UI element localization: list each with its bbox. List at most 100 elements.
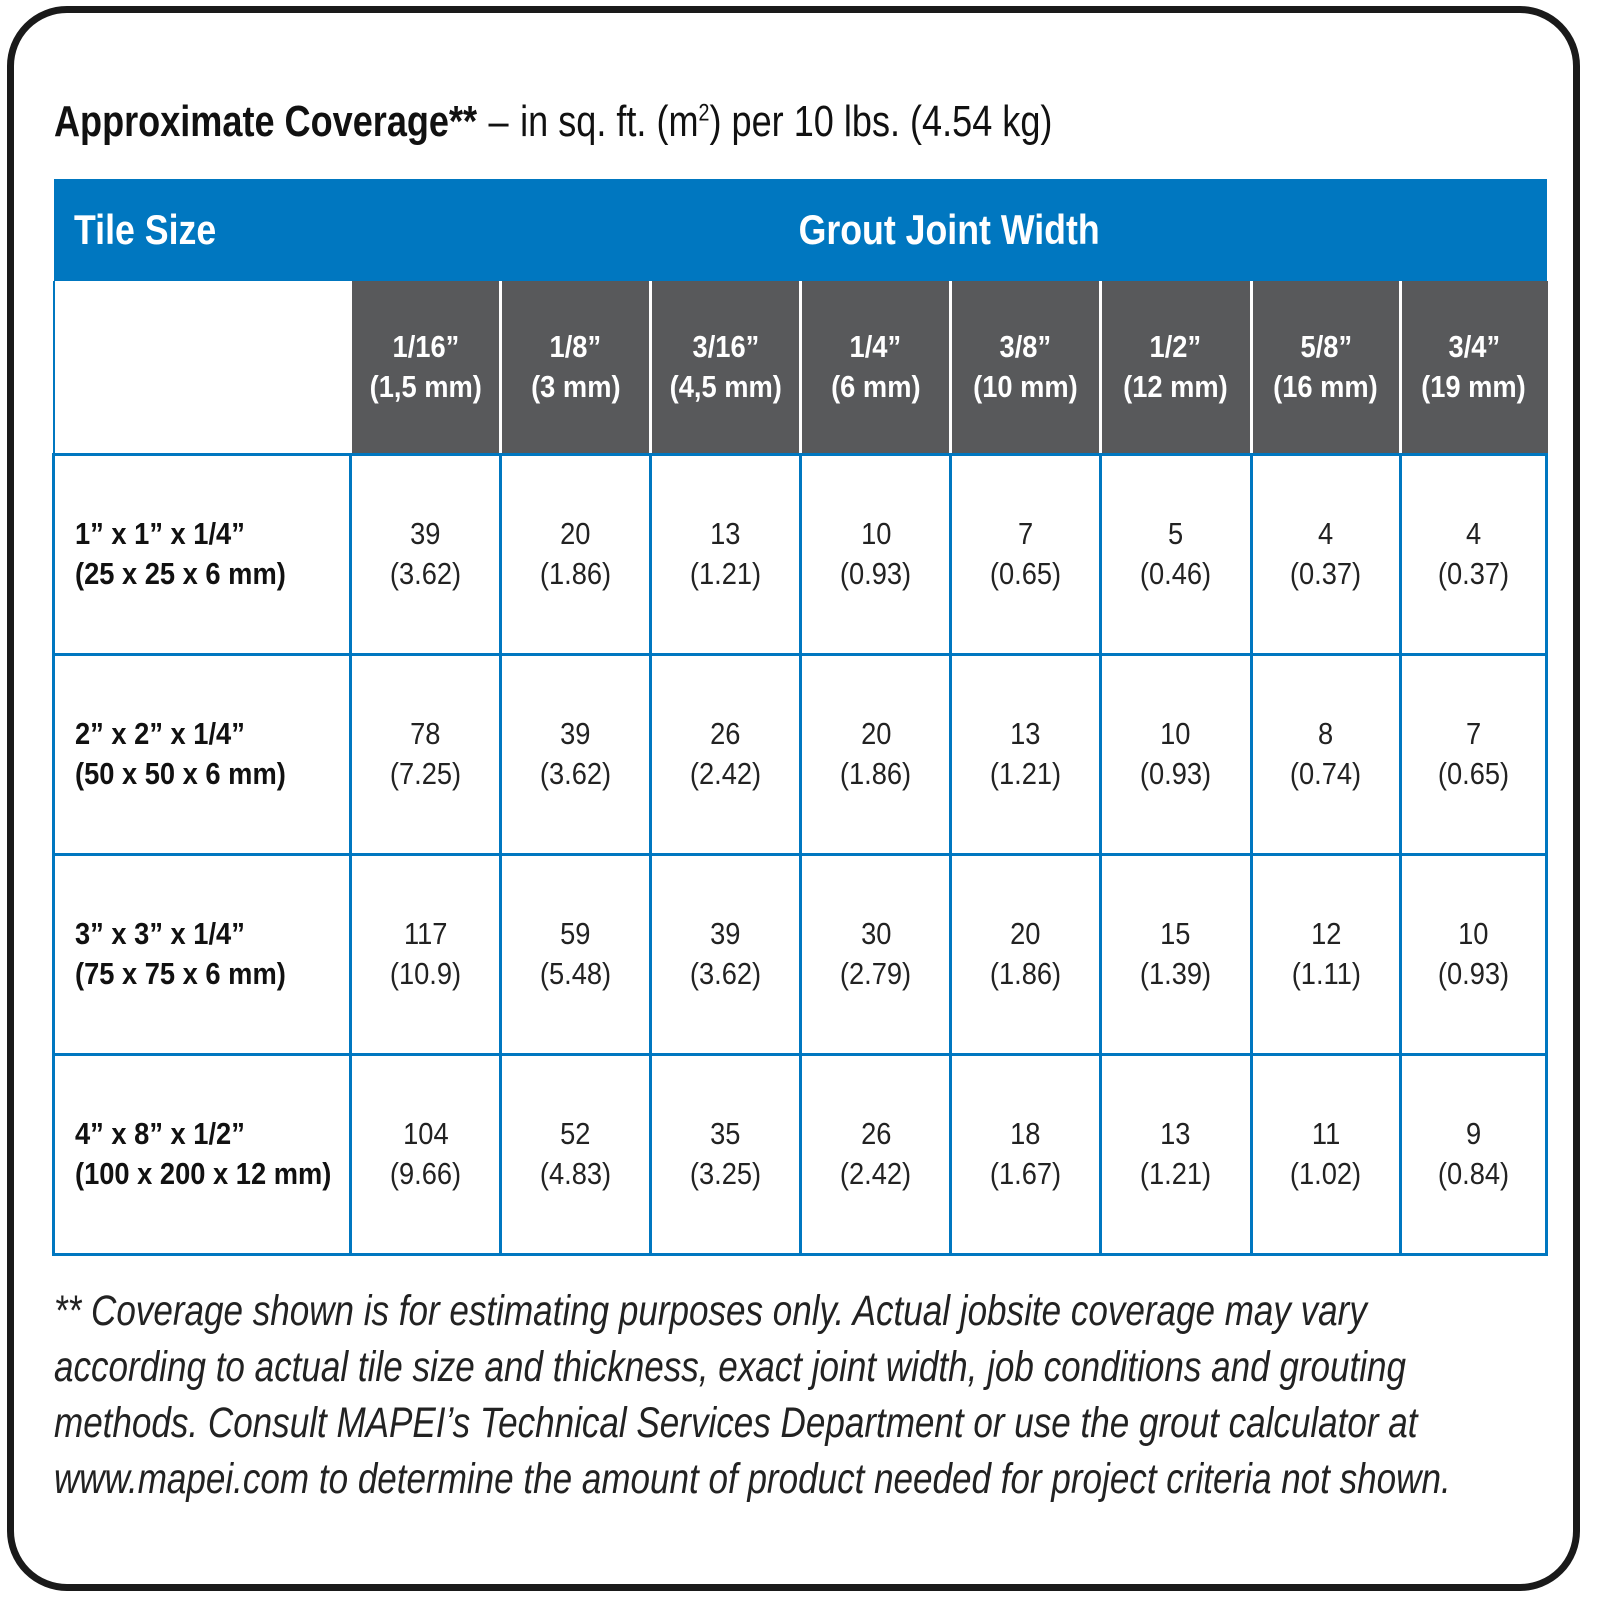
column-header-mm: (4,5 mm) [669, 368, 782, 404]
coverage-m2: (1.21) [689, 556, 762, 591]
coverage-cell: 26 (2.42) [799, 1052, 953, 1256]
footnote-line-4: www.mapei.com to determine the amount of… [54, 1455, 1451, 1503]
table-banner: Tile Size Grout Joint Width [53, 179, 1547, 281]
column-header-in: 1/16” [392, 328, 460, 364]
coverage-sqft: 39 [410, 516, 441, 551]
table-row: 4” x 8” x 1/2” (100 x 200 x 12 mm) 104 (9.6… [51, 1052, 1548, 1256]
coverage-m2: (1.11) [1291, 956, 1361, 991]
coverage-m2: (1.21) [989, 756, 1062, 791]
coverage-table: Tile Size Grout Joint Width 1/16” (1,5 mm… [51, 179, 1548, 1256]
coverage-m2: (2.79) [840, 956, 912, 991]
tile-size-in: 3” x 3” x 1/4” [75, 916, 245, 951]
coverage-sqft: 13 [1160, 1116, 1191, 1151]
coverage-sqft: 26 [710, 716, 741, 751]
footnote-line-2: according to actual tile size and thickn… [54, 1343, 1406, 1391]
tile-size-in: 4” x 8” x 1/2” [75, 1116, 245, 1151]
coverage-cell: 39 (3.62) [648, 852, 803, 1056]
tile-size-mm: (100 x 200 x 12 mm) [75, 1156, 332, 1191]
coverage-cell: 35 (3.25) [648, 1052, 803, 1256]
coverage-cell: 20 (1.86) [499, 452, 652, 656]
coverage-cell: 20 (1.86) [799, 652, 953, 856]
tile-size-label: 3” x 3” x 1/4” (75 x 75 x 6 mm) [51, 852, 353, 1056]
coverage-cell: 59 (5.48) [499, 852, 652, 1056]
coverage-sqft: 8 [1318, 716, 1334, 751]
column-header-mm: (16 mm) [1273, 368, 1379, 404]
coverage-m2: (3.62) [539, 756, 612, 791]
coverage-sqft: 10 [1458, 916, 1489, 951]
coverage-cell: 78 (7.25) [349, 652, 503, 856]
coverage-m2: (5.48) [539, 956, 612, 991]
coverage-m2: (0.37) [1290, 556, 1362, 591]
column-header-8: 3/4” (19 mm) [1399, 281, 1548, 456]
heading-bold: Approximate Coverage** [54, 97, 478, 146]
coverage-cell: 30 (2.79) [799, 852, 953, 1056]
column-header-mm: (6 mm) [831, 368, 921, 404]
column-header-mm: (10 mm) [973, 368, 1078, 404]
column-header-6: 1/2” (12 mm) [1098, 281, 1252, 456]
coverage-m2: (9.66) [390, 1156, 462, 1191]
coverage-m2: (1.86) [840, 756, 912, 791]
table-body: 1” x 1” x 1/4” (25 x 25 x 6 mm) 39 (3.62) 20… [51, 452, 1548, 1256]
grout-joint-width-header: Grout Joint Width [350, 179, 1547, 281]
coverage-m2: (4.83) [539, 1156, 612, 1191]
coverage-m2: (0.84) [1437, 1156, 1510, 1191]
coverage-m2: (2.42) [840, 1156, 912, 1191]
column-header-mm: (1,5 mm) [369, 368, 482, 404]
coverage-sqft: 13 [710, 516, 741, 551]
footnote-line-1: ** Coverage shown is for estimating purp… [54, 1287, 1367, 1335]
column-header-7: 5/8” (16 mm) [1249, 281, 1401, 456]
coverage-cell: 9 (0.84) [1399, 1052, 1548, 1256]
coverage-m2: (3.25) [689, 1156, 762, 1191]
coverage-cell: 4 (0.37) [1249, 452, 1403, 656]
tile-size-header: Tile Size [53, 179, 351, 281]
coverage-sqft: 59 [560, 916, 591, 951]
coverage-sqft: 12 [1310, 916, 1342, 951]
coverage-cell: 4 (0.37) [1399, 452, 1548, 656]
coverage-m2: (0.65) [989, 556, 1062, 591]
coverage-cell: 13 (1.21) [648, 452, 803, 656]
column-header-5: 3/8” (10 mm) [949, 281, 1101, 456]
tile-size-in: 1” x 1” x 1/4” [75, 516, 245, 551]
coverage-m2: (1.39) [1140, 956, 1212, 991]
table-row: 1” x 1” x 1/4” (25 x 25 x 6 mm) 39 (3.62) 20… [51, 452, 1548, 656]
column-header-1: 1/16” (1,5 mm) [349, 281, 501, 456]
coverage-m2: (10.9) [390, 956, 462, 991]
tile-size-mm: (50 x 50 x 6 mm) [75, 756, 286, 791]
coverage-sqft: 5 [1168, 516, 1184, 551]
coverage-cell: 117 (10.9) [349, 852, 503, 1056]
coverage-sqft: 30 [860, 916, 891, 951]
tile-size-in: 2” x 2” x 1/4” [75, 716, 245, 751]
coverage-cell: 39 (3.62) [349, 452, 503, 656]
coverage-cell: 5 (0.46) [1098, 452, 1253, 656]
coverage-m2: (1.02) [1290, 1156, 1362, 1191]
footnote: ** Coverage shown is for estimating purp… [54, 1283, 1488, 1507]
coverage-m2: (1.86) [989, 956, 1062, 991]
coverage-sqft: 7 [1017, 516, 1034, 551]
coverage-sqft: 20 [560, 516, 591, 551]
coverage-cell: 10 (0.93) [799, 452, 953, 656]
tile-size-mm: (75 x 75 x 6 mm) [75, 956, 286, 991]
tile-size-mm: (25 x 25 x 6 mm) [75, 556, 286, 591]
coverage-m2: (1.67) [989, 1156, 1062, 1191]
table-row: 3” x 3” x 1/4” (75 x 75 x 6 mm) 117 (10.9) 5… [51, 852, 1548, 1056]
coverage-cell: 13 (1.21) [949, 652, 1102, 856]
coverage-cell: 26 (2.42) [648, 652, 803, 856]
heading-units-sup: 2 [698, 99, 710, 127]
coverage-cell: 10 (0.93) [1098, 652, 1253, 856]
coverage-cell: 39 (3.62) [499, 652, 652, 856]
coverage-sqft: 39 [710, 916, 741, 951]
coverage-sqft: 35 [710, 1116, 741, 1151]
column-header-in: 1/8” [549, 328, 602, 364]
coverage-m2: (0.46) [1140, 556, 1212, 591]
coverage-heading: Approximate Coverage** – in sq. ft. (m2) p… [54, 92, 1052, 152]
coverage-sqft: 52 [560, 1116, 591, 1151]
coverage-sqft: 39 [560, 716, 591, 751]
column-header-in: 1/4” [849, 328, 902, 364]
coverage-sqft: 104 [402, 1116, 449, 1151]
column-header-mm: (19 mm) [1421, 368, 1527, 404]
column-header-in: 1/2” [1149, 328, 1202, 364]
column-header-4: 1/4” (6 mm) [799, 281, 951, 456]
tile-size-label: 2” x 2” x 1/4” (50 x 50 x 6 mm) [51, 652, 353, 856]
column-header-in: 3/8” [999, 328, 1052, 364]
coverage-sqft: 78 [410, 716, 441, 751]
